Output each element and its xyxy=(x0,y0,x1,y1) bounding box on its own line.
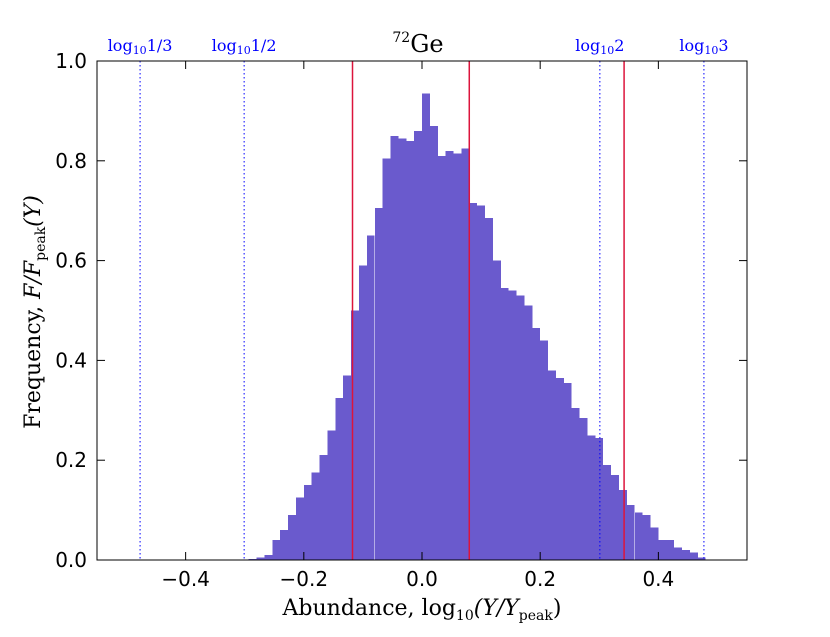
histogram-bar-34 xyxy=(516,295,525,560)
histogram-bar-32 xyxy=(500,288,509,560)
histogram-bar-12 xyxy=(343,375,352,560)
histogram-bar-8 xyxy=(311,472,320,560)
histogram-bar-36 xyxy=(532,327,541,560)
histogram-bar-43 xyxy=(587,435,596,560)
histogram-bar-48 xyxy=(626,505,635,560)
histogram-bar-55 xyxy=(682,550,690,560)
reference-lines xyxy=(139,61,705,560)
x-axis-label-arg: (Y/Y xyxy=(474,596,522,621)
histogram-bar-7 xyxy=(303,485,312,560)
x-tick-label-3: 0.2 xyxy=(524,567,556,591)
histogram-bars xyxy=(248,93,706,561)
reference-label-3: log103 xyxy=(679,36,728,57)
histogram-bar-44 xyxy=(595,437,604,560)
histogram-bar-14 xyxy=(358,265,367,560)
y-axis-label-prefix: Frequency, xyxy=(21,299,46,429)
histogram-bar-37 xyxy=(540,340,549,560)
histogram-bar-29 xyxy=(477,205,486,560)
histogram-bar-54 xyxy=(674,547,682,560)
y-tick-label-1: 0.2 xyxy=(55,448,87,472)
y-tick-label-0: 0.0 xyxy=(55,548,87,572)
y-axis-label: Frequency, F/Fpeak(Y) xyxy=(21,195,49,429)
x-tick-label-2: 0.0 xyxy=(406,567,438,591)
histogram-bar-15 xyxy=(366,235,375,560)
axis-ticks: −0.4 −0.2 0.0 0.2 0.4 0.0 0.2 0.4 0.6 0.8 1.0 xyxy=(55,49,747,591)
histogram-bar-19 xyxy=(398,138,407,560)
histogram-bar-38 xyxy=(548,370,556,560)
histogram-bar-2 xyxy=(264,555,273,560)
highlight-lines xyxy=(351,61,625,560)
histogram-bar-27 xyxy=(461,148,470,560)
histogram-bar-28 xyxy=(469,203,478,560)
histogram-bar-10 xyxy=(327,430,336,560)
reference-label-2: log102 xyxy=(575,36,624,57)
y-tick-label-3: 0.6 xyxy=(55,249,87,273)
histogram-bar-45 xyxy=(603,465,612,560)
histogram-bar-11 xyxy=(335,397,344,560)
histogram-bar-35 xyxy=(524,305,533,560)
x-tick-label-4: 0.4 xyxy=(642,567,674,591)
histogram-bar-47 xyxy=(618,490,627,560)
x-axis-label-close: ) xyxy=(553,596,562,621)
histogram-bar-13 xyxy=(351,310,359,560)
histogram-bar-39 xyxy=(555,377,564,560)
histogram-bar-49 xyxy=(634,512,643,560)
x-tick-label-0: −0.4 xyxy=(161,567,210,591)
reference-label-1: log101/2 xyxy=(212,36,277,57)
histogram-bar-46 xyxy=(611,475,619,560)
y-axis-label-ff: F/F xyxy=(21,260,46,300)
histogram-bar-26 xyxy=(453,153,462,560)
histogram-bar-24 xyxy=(437,155,446,560)
y-tick-label-4: 0.8 xyxy=(55,149,87,173)
histogram-bar-50 xyxy=(642,515,651,560)
histogram-bar-52 xyxy=(658,540,667,560)
histogram-bar-42 xyxy=(579,417,588,560)
y-axis-label-sub: peak xyxy=(33,226,49,261)
histogram-bar-5 xyxy=(288,515,296,560)
x-axis-label-sub: 10 xyxy=(456,608,474,624)
x-axis-label: Abundance, log10(Y/Ypeak) xyxy=(282,596,562,624)
title-superscript: 72 xyxy=(392,30,410,46)
y-tick-label-5: 1.0 xyxy=(55,49,87,73)
x-axis-label-log: log xyxy=(422,596,456,621)
histogram-bar-41 xyxy=(571,407,580,560)
reference-label-0: log101/3 xyxy=(108,36,173,57)
histogram-bar-22 xyxy=(422,93,430,561)
x-axis-label-prefix: Abundance, xyxy=(282,596,422,621)
x-tick-label-1: −0.2 xyxy=(280,567,329,591)
histogram-bar-33 xyxy=(508,290,517,560)
plot-frame xyxy=(96,60,748,561)
histogram-bar-1 xyxy=(256,557,265,560)
histogram-bar-17 xyxy=(382,158,391,561)
histogram-bar-56 xyxy=(689,552,698,560)
histogram-bar-51 xyxy=(650,527,659,560)
y-tick-label-2: 0.4 xyxy=(55,348,87,372)
histogram-bar-30 xyxy=(485,218,493,560)
histogram-bar-21 xyxy=(414,130,422,561)
chart-title: 72Ge xyxy=(392,30,443,58)
title-main: Ge xyxy=(410,30,443,58)
histogram-bar-31 xyxy=(492,260,501,560)
y-axis-label-arg: (Y) xyxy=(21,195,46,227)
histogram-bar-20 xyxy=(406,140,415,560)
histogram-bar-40 xyxy=(563,382,572,560)
reference-labels: log101/3 log101/2 log102 log103 xyxy=(108,36,729,57)
histogram-bar-9 xyxy=(319,455,328,560)
histogram-bar-3 xyxy=(272,540,281,560)
histogram-bar-53 xyxy=(666,540,675,560)
histogram-bar-18 xyxy=(390,135,399,560)
histogram-bar-16 xyxy=(374,208,383,560)
histogram-bar-57 xyxy=(697,557,706,560)
x-axis-label-arg-sub: peak xyxy=(519,608,554,624)
histogram-bar-23 xyxy=(429,125,438,561)
histogram-bar-25 xyxy=(445,150,454,560)
histogram-bar-4 xyxy=(280,530,289,560)
histogram-bar-6 xyxy=(295,497,304,561)
